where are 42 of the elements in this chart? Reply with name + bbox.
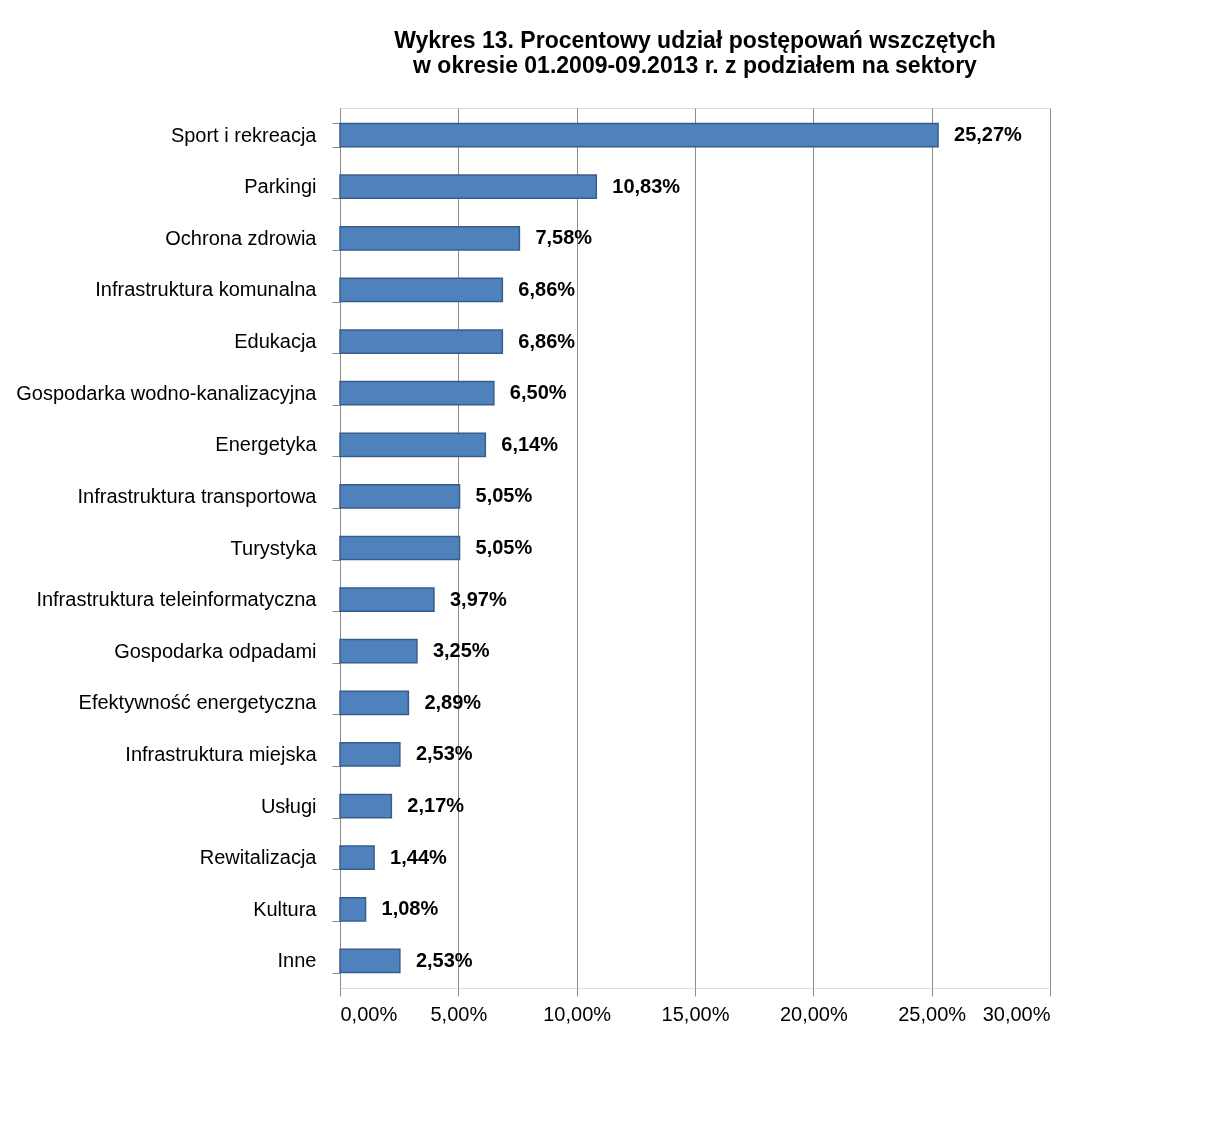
data-label: 3,25% <box>432 639 490 662</box>
data-label: 1,08% <box>381 897 439 920</box>
x-tick-label: 10,00% <box>543 1002 612 1025</box>
x-tick-label: 15,00% <box>661 1002 730 1025</box>
y-tick-label: Sport i rekreacja <box>170 123 318 146</box>
y-tick-label: Gospodarka wodno-kanalizacyjna <box>16 381 318 404</box>
y-tick-label: Rewitalizacja <box>199 846 318 869</box>
x-tick-label: 0,00% <box>340 1002 398 1025</box>
y-tick-label: Parkingi <box>244 175 317 198</box>
y-tick-label: Infrastruktura transportowa <box>77 484 318 507</box>
data-label: 5,05% <box>475 536 533 558</box>
chart-title: Wykres 13. Procentowy udział postępowań wszczętych w okresie 01.2009-09.2013 r. z podziałem na sektory <box>394 27 996 78</box>
y-tick-label: Kultura <box>253 897 318 920</box>
data-label: 6,14% <box>501 432 559 455</box>
data-label: 6,86% <box>518 329 576 352</box>
data-label: 6,86% <box>518 277 576 300</box>
y-tick-label: Gospodarka odpadami <box>114 639 317 662</box>
y-tick-label: Ochrona zdrowia <box>165 226 318 249</box>
y-tick-label: Infrastruktura miejska <box>125 742 318 765</box>
x-tick-label: 30,00% <box>982 1002 1051 1025</box>
y-tick-label: Edukacja <box>234 330 318 353</box>
data-label: 6,50% <box>509 381 567 404</box>
y-tick-label: Inne <box>277 949 317 972</box>
y-tick-label: Efektywność energetyczna <box>78 691 318 714</box>
data-label: 2,53% <box>415 742 473 765</box>
x-tick-label: 20,00% <box>779 1002 848 1025</box>
data-label: 2,89% <box>424 690 482 713</box>
data-label: 2,17% <box>407 794 465 817</box>
y-tick-label: Infrastruktura komunalna <box>95 278 318 301</box>
data-label: 3,97% <box>449 587 507 610</box>
y-tick-label: Infrastruktura teleinformatyczna <box>36 588 318 611</box>
y-tick-label: Energetyka <box>215 433 318 456</box>
x-tick-label: 5,00% <box>430 1002 488 1025</box>
data-label: 7,58% <box>535 226 593 249</box>
y-tick-label: Turystyka <box>230 536 318 559</box>
y-tick-label: Usługi <box>260 794 317 817</box>
data-label: 10,83% <box>612 174 681 197</box>
data-label: 5,05% <box>475 484 533 507</box>
data-label: 25,27% <box>954 123 1023 146</box>
data-label: 1,44% <box>390 845 448 868</box>
data-label: 2,53% <box>415 948 473 971</box>
x-tick-label: 25,00% <box>898 1002 967 1025</box>
